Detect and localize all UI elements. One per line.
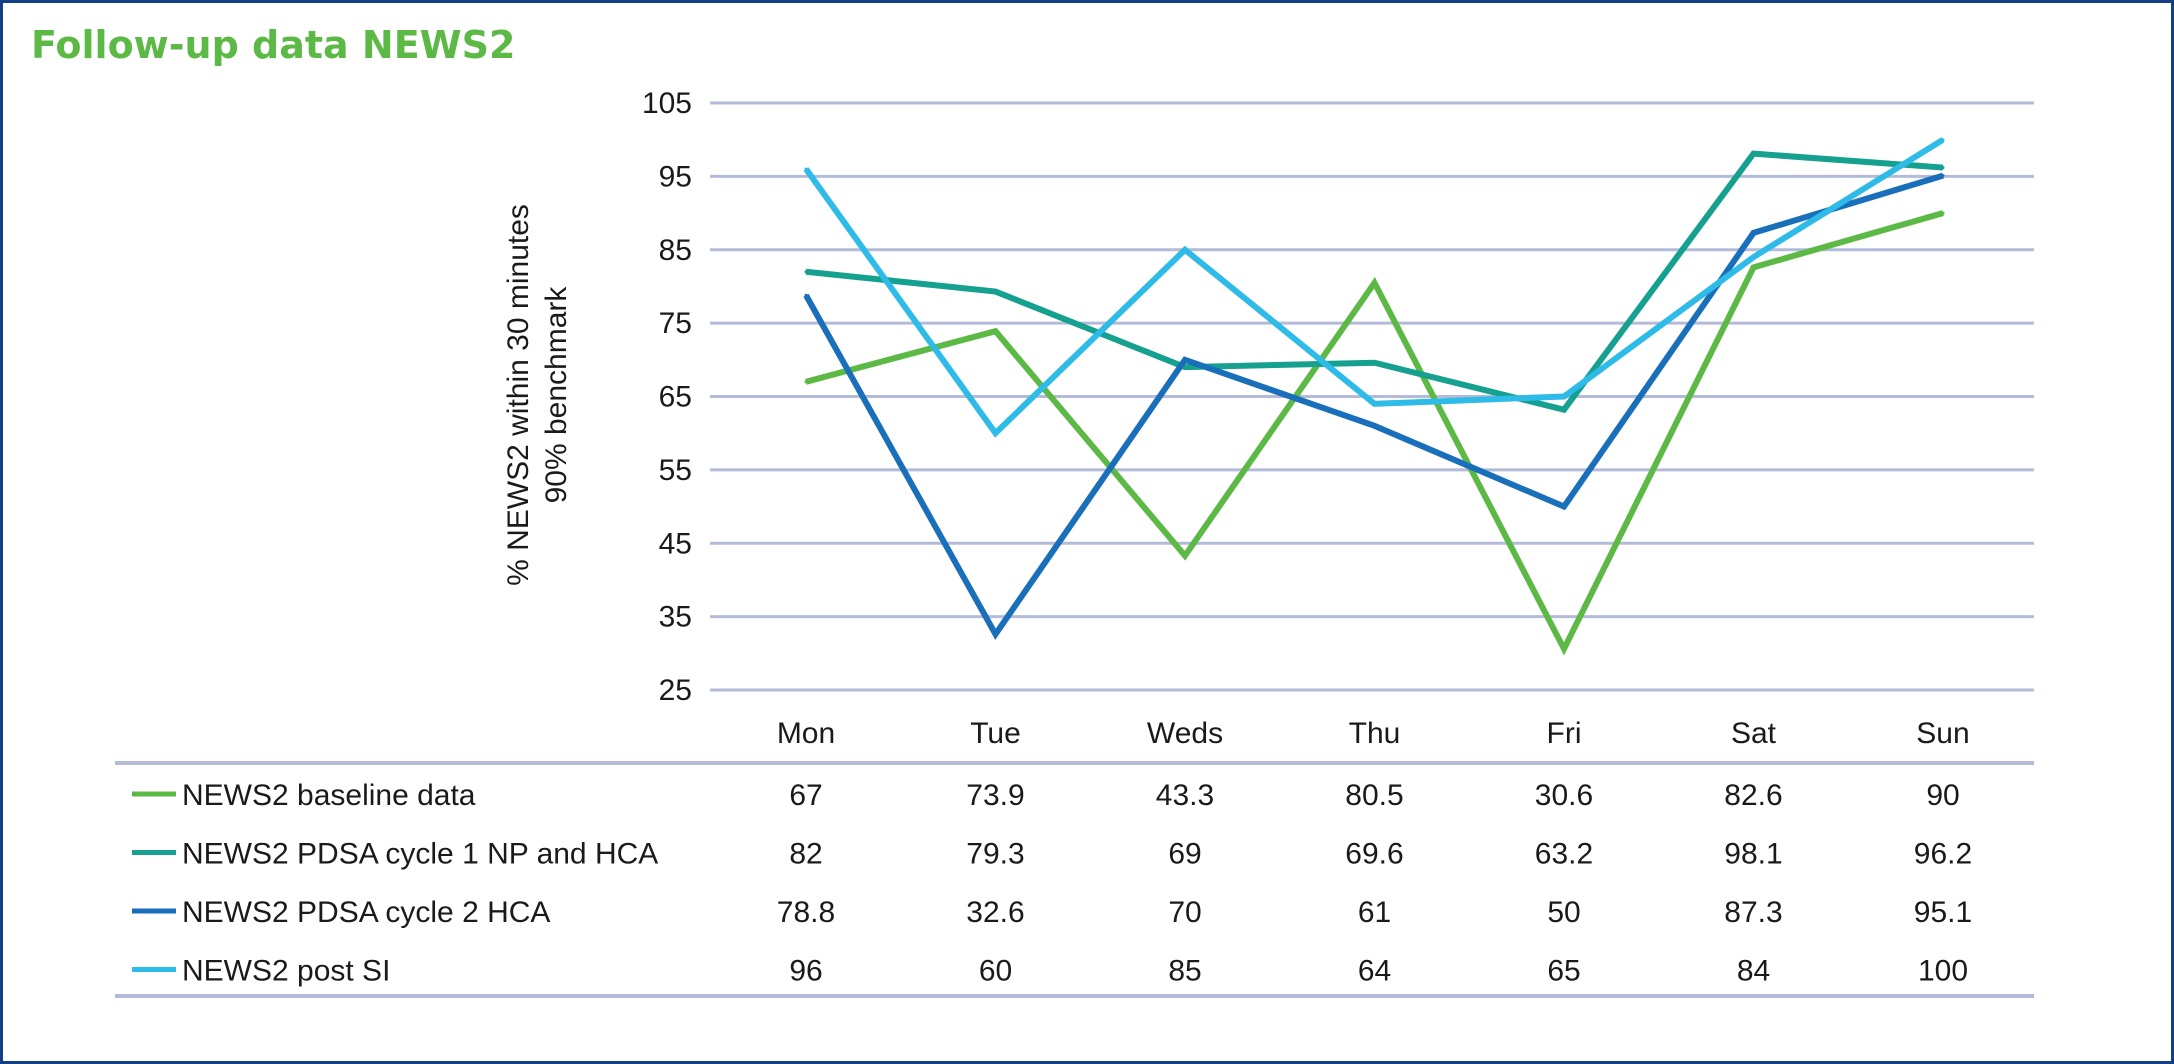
table-cell: 96.2 — [1914, 838, 1972, 871]
data-point — [1752, 265, 1755, 269]
table-cell: 30.6 — [1535, 779, 1593, 812]
data-point — [1373, 361, 1376, 365]
table-cell: 100 — [1918, 955, 1968, 988]
y-tick-label: 75 — [659, 307, 692, 340]
x-tick-label: Fri — [1547, 717, 1582, 750]
data-point — [1752, 152, 1755, 156]
data-point — [1183, 358, 1187, 362]
table-cell: 63.2 — [1535, 838, 1593, 871]
legend-label: NEWS2 baseline data — [182, 779, 476, 812]
legend-label: NEWS2 post SI — [182, 955, 390, 988]
y-axis-title: 90% benchmark — [540, 286, 573, 504]
table-cell: 32.6 — [966, 896, 1024, 929]
data-point — [1373, 281, 1376, 285]
y-axis-title: % NEWS2 within 30 minutes — [502, 204, 535, 586]
x-tick-label: Thu — [1349, 717, 1401, 750]
table-cell: 65 — [1547, 955, 1580, 988]
data-point — [804, 293, 808, 297]
y-tick-label: 65 — [659, 381, 692, 414]
x-tick-label: Sat — [1731, 717, 1777, 750]
table-cell: 85 — [1168, 955, 1201, 988]
table-cell: 78.8 — [777, 896, 835, 929]
table-cell: 95.1 — [1914, 896, 1972, 929]
data-point — [1941, 174, 1945, 178]
data-point — [1562, 647, 1566, 651]
x-tick-label: Tue — [970, 717, 1021, 750]
data-point — [804, 270, 808, 274]
table-cell: 43.3 — [1156, 779, 1214, 812]
x-tick-label: Sun — [1916, 717, 1969, 750]
table-cell: 98.1 — [1724, 838, 1782, 871]
legend-label: NEWS2 PDSA cycle 2 HCA — [182, 896, 550, 929]
table-cell: 79.3 — [966, 838, 1024, 871]
table-cell: 60 — [979, 955, 1012, 988]
x-tick-label: Weds — [1147, 717, 1223, 750]
data-point — [1373, 424, 1376, 428]
table-cell: 61 — [1358, 896, 1391, 929]
y-tick-label: 35 — [659, 601, 692, 634]
data-point — [1562, 505, 1566, 509]
y-tick-label: 95 — [659, 160, 692, 193]
y-tick-label: 25 — [659, 674, 692, 707]
data-point — [1183, 365, 1187, 369]
chart-title: Follow-up data NEWS2 — [31, 23, 516, 67]
table-cell: 82 — [789, 838, 822, 871]
data-point — [994, 632, 997, 636]
table-cell: 69 — [1168, 838, 1201, 871]
table-cell: 87.3 — [1724, 896, 1782, 929]
data-point — [1752, 231, 1755, 235]
data-point — [804, 380, 808, 384]
data-point — [804, 167, 808, 171]
table-cell: 73.9 — [966, 779, 1024, 812]
data-point — [994, 329, 997, 333]
data-point — [994, 290, 997, 294]
data-point — [1941, 211, 1945, 215]
x-tick-label: Mon — [777, 717, 835, 750]
data-point — [1183, 554, 1187, 558]
data-point — [1752, 255, 1755, 259]
data-point — [1562, 395, 1566, 398]
table-cell: 82.6 — [1724, 779, 1782, 812]
table-cell: 64 — [1358, 955, 1391, 988]
table-cell: 70 — [1168, 896, 1201, 929]
data-point — [1373, 402, 1376, 406]
data-point — [994, 431, 997, 435]
table-cell: 90 — [1926, 779, 1959, 812]
table-cell: 67 — [789, 779, 822, 812]
data-point — [1941, 138, 1945, 142]
table-cell: 80.5 — [1345, 779, 1403, 812]
data-point — [1183, 248, 1187, 252]
table-cell: 69.6 — [1345, 838, 1403, 871]
table-cell: 84 — [1737, 955, 1770, 988]
data-point — [1941, 166, 1945, 170]
y-tick-label: 85 — [659, 234, 692, 267]
y-tick-label: 105 — [642, 87, 692, 120]
series-line — [805, 210, 1944, 656]
legend-label: NEWS2 PDSA cycle 1 NP and HCA — [182, 838, 658, 871]
data-point — [1562, 408, 1566, 412]
y-tick-label: 55 — [659, 454, 692, 487]
y-tick-label: 45 — [659, 527, 692, 560]
table-cell: 50 — [1547, 896, 1580, 929]
table-cell: 96 — [789, 955, 822, 988]
